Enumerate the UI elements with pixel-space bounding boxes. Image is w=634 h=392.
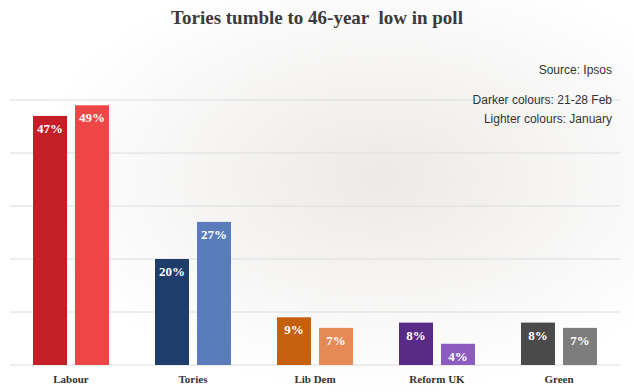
bar	[319, 328, 353, 365]
bar	[33, 116, 67, 365]
bar	[197, 222, 231, 365]
chart: Tories tumble to 46-year low in poll Sour…	[0, 0, 634, 392]
annotation: Source: Ipsos	[539, 63, 612, 77]
category-label: Labour	[53, 373, 89, 385]
x-axis-labels: Labour Tories Lib Dem Reform UK Green	[53, 373, 573, 385]
bar	[563, 328, 597, 365]
legend-entry: Lighter colours: January	[484, 112, 612, 126]
data-label: 7%	[570, 333, 590, 348]
background	[0, 0, 634, 392]
category-label: Tories	[179, 373, 209, 385]
bars	[33, 105, 597, 365]
bar	[521, 323, 555, 365]
data-label: 7%	[326, 333, 346, 348]
data-labels: 47% 49% 20% 27% 9% 7% 8% 4% 8% 7%	[37, 110, 590, 363]
data-label: 4%	[448, 349, 468, 364]
data-label: 49%	[79, 110, 105, 125]
legend-entry: Darker colours: 21-28 Feb	[473, 93, 613, 107]
bar	[441, 344, 475, 365]
data-label: 8%	[528, 328, 548, 343]
data-label: 47%	[37, 121, 63, 136]
bar	[277, 317, 311, 365]
category-label: Reform UK	[409, 373, 465, 385]
data-label: 8%	[406, 328, 426, 343]
category-label: Lib Dem	[294, 373, 335, 385]
title: Tories tumble to 46-year low in poll	[171, 7, 463, 28]
bar	[155, 259, 189, 365]
data-label: 9%	[284, 322, 304, 337]
category-label: Green	[544, 373, 573, 385]
data-label: 20%	[159, 264, 185, 279]
grid	[10, 100, 620, 365]
bar	[399, 323, 433, 365]
bar	[75, 105, 109, 365]
data-label: 27%	[201, 227, 227, 242]
